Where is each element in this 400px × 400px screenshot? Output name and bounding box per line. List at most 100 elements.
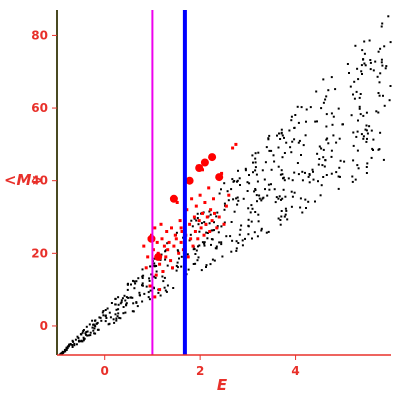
background-point bbox=[191, 225, 194, 228]
background-point bbox=[256, 180, 259, 183]
background-point bbox=[120, 299, 123, 302]
background-point bbox=[102, 310, 105, 312]
background-point bbox=[254, 157, 257, 160]
background-point bbox=[317, 180, 319, 183]
highlight-point bbox=[167, 240, 171, 244]
background-point bbox=[291, 195, 294, 198]
background-point bbox=[291, 179, 294, 182]
background-point bbox=[210, 229, 213, 232]
background-point bbox=[322, 156, 325, 159]
background-point bbox=[218, 241, 221, 244]
background-point bbox=[290, 190, 293, 193]
background-point bbox=[138, 294, 141, 297]
background-point bbox=[280, 169, 283, 172]
background-point bbox=[141, 300, 144, 303]
background-point bbox=[149, 265, 152, 268]
background-point bbox=[281, 173, 284, 176]
highlight-point bbox=[207, 186, 211, 190]
background-point bbox=[369, 61, 372, 64]
background-point bbox=[101, 311, 104, 314]
background-point bbox=[147, 296, 150, 299]
background-point bbox=[296, 162, 299, 164]
background-point bbox=[175, 269, 178, 272]
background-point bbox=[81, 340, 84, 343]
highlight-big-point bbox=[215, 173, 224, 182]
background-point bbox=[334, 88, 337, 91]
background-point bbox=[85, 333, 87, 336]
background-point bbox=[365, 129, 368, 132]
background-point bbox=[161, 275, 164, 278]
highlight-point bbox=[199, 226, 203, 230]
background-point bbox=[327, 89, 330, 92]
background-point bbox=[98, 316, 101, 319]
background-point bbox=[372, 149, 374, 151]
background-point bbox=[81, 331, 84, 334]
highlight-point bbox=[224, 204, 228, 208]
background-point bbox=[291, 140, 294, 143]
background-point bbox=[325, 125, 328, 128]
background-point bbox=[100, 319, 103, 322]
background-point bbox=[246, 190, 249, 192]
background-point bbox=[104, 314, 107, 317]
background-point bbox=[85, 331, 88, 333]
background-point bbox=[377, 50, 380, 53]
background-point bbox=[283, 136, 285, 139]
background-point bbox=[284, 213, 287, 216]
background-point bbox=[305, 120, 307, 123]
background-point bbox=[275, 196, 278, 199]
background-point bbox=[213, 259, 216, 262]
background-point bbox=[197, 223, 200, 226]
background-point bbox=[162, 280, 165, 283]
background-point bbox=[155, 265, 158, 267]
background-point bbox=[153, 287, 155, 290]
background-point bbox=[330, 76, 333, 79]
background-point bbox=[312, 170, 314, 173]
background-point bbox=[177, 250, 180, 253]
background-point bbox=[106, 307, 109, 310]
highlight-point bbox=[166, 248, 170, 252]
highlight-point bbox=[213, 211, 216, 215]
background-point bbox=[256, 235, 259, 238]
background-point bbox=[281, 156, 284, 159]
background-point bbox=[339, 159, 342, 162]
background-point bbox=[84, 332, 87, 335]
background-point bbox=[64, 348, 66, 351]
highlight-point bbox=[175, 201, 179, 204]
y-tick-label: 60 bbox=[31, 101, 48, 115]
background-point bbox=[175, 264, 178, 267]
background-point bbox=[263, 178, 266, 181]
background-point bbox=[330, 112, 333, 115]
background-point bbox=[143, 292, 146, 295]
background-point bbox=[366, 132, 369, 135]
background-point bbox=[266, 194, 269, 197]
background-point bbox=[327, 142, 330, 145]
background-point bbox=[257, 220, 260, 223]
background-point bbox=[283, 215, 286, 218]
background-point bbox=[86, 334, 89, 337]
background-point bbox=[364, 128, 367, 131]
background-point bbox=[316, 152, 319, 155]
highlight-big-point bbox=[154, 252, 163, 261]
background-point bbox=[203, 242, 206, 245]
background-point bbox=[357, 119, 359, 122]
background-point bbox=[117, 312, 120, 315]
background-point bbox=[125, 296, 128, 299]
background-point bbox=[220, 188, 222, 191]
background-point bbox=[223, 221, 226, 224]
background-point bbox=[229, 235, 232, 238]
background-point bbox=[293, 171, 296, 174]
highlight-point bbox=[164, 255, 168, 259]
highlight-point bbox=[204, 222, 208, 226]
background-point bbox=[220, 225, 223, 228]
highlight-point bbox=[177, 251, 181, 255]
background-point bbox=[349, 85, 352, 88]
background-point bbox=[281, 197, 284, 200]
background-point bbox=[211, 258, 214, 261]
background-point bbox=[311, 168, 314, 171]
background-point bbox=[237, 242, 240, 244]
background-point bbox=[227, 199, 230, 202]
background-point bbox=[377, 92, 380, 94]
background-point bbox=[118, 316, 121, 319]
background-point bbox=[127, 296, 130, 299]
